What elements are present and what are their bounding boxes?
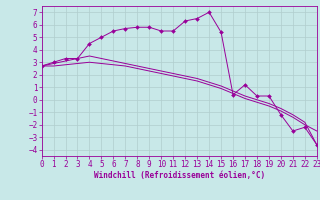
X-axis label: Windchill (Refroidissement éolien,°C): Windchill (Refroidissement éolien,°C) (94, 171, 265, 180)
